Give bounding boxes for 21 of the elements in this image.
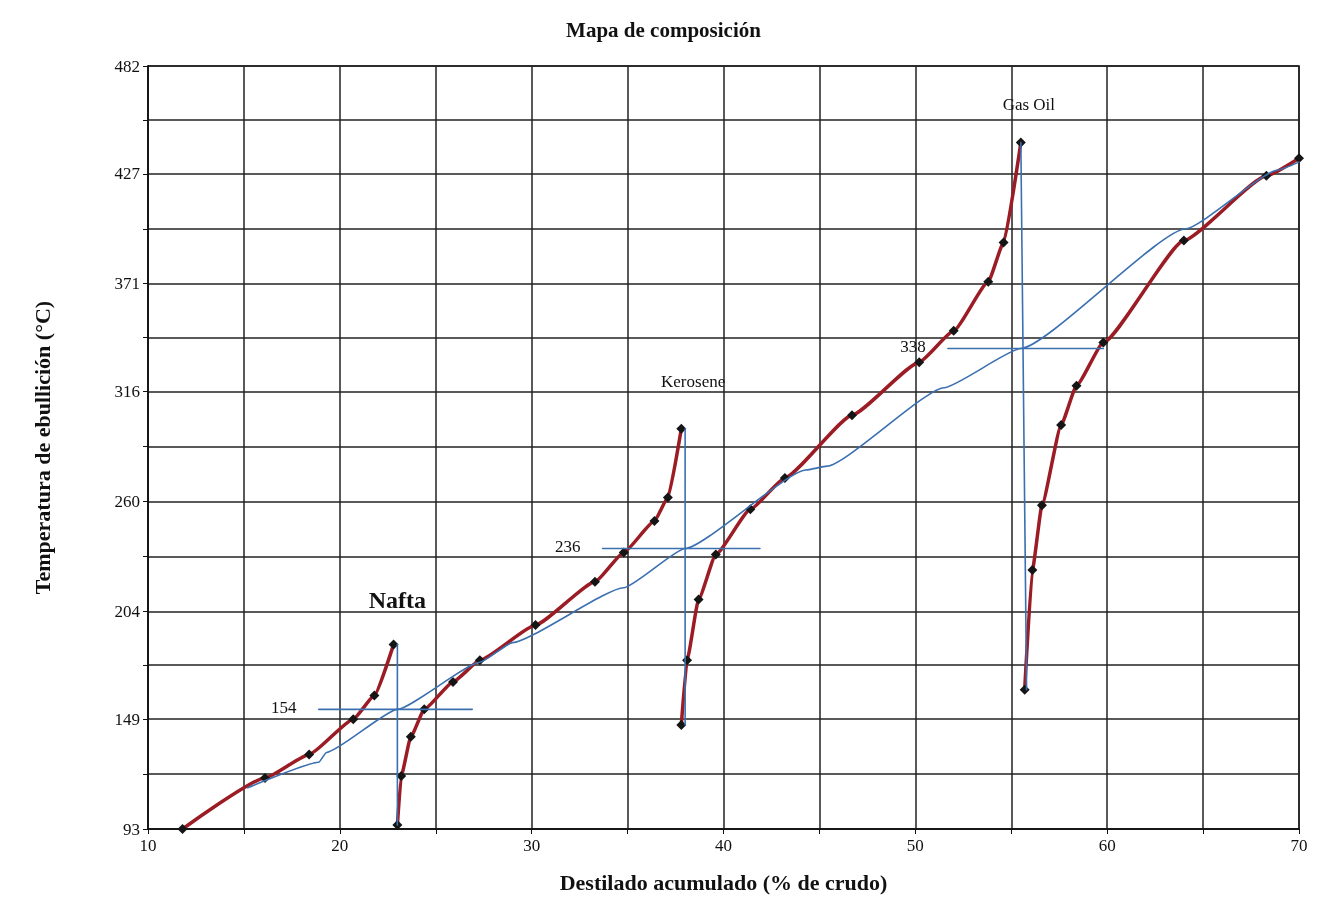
y-axis-title: Temperatura de ebullición (°C) bbox=[29, 300, 55, 595]
annotation: Nafta bbox=[368, 586, 427, 613]
y-tick-label: 371 bbox=[114, 274, 140, 294]
x-tick-label: 50 bbox=[906, 836, 924, 855]
y-tick-label: 316 bbox=[114, 382, 140, 402]
y-tick-label: 482 bbox=[114, 56, 140, 76]
x-tick-label: 70 bbox=[1290, 836, 1308, 855]
y-tick-label: 260 bbox=[114, 491, 140, 511]
y-tick-label: 93 bbox=[123, 819, 140, 839]
annotation: 236 bbox=[554, 537, 581, 557]
x-tick-label: 40 bbox=[715, 836, 732, 855]
x-tick-label: 10 bbox=[139, 836, 157, 855]
x-axis-title: Destilado acumulado (% de crudo) bbox=[559, 869, 888, 895]
x-tick-label: 30 bbox=[523, 836, 541, 855]
x-tick-label: 60 bbox=[1098, 836, 1116, 855]
y-tick-label: 427 bbox=[114, 164, 141, 184]
y-tick-label: 204 bbox=[114, 601, 141, 621]
y-tick-label: 149 bbox=[114, 709, 140, 729]
x-tick-label: 20 bbox=[331, 836, 349, 855]
chart-title: Mapa de composición bbox=[566, 17, 762, 42]
annotation: 154 bbox=[270, 697, 297, 717]
